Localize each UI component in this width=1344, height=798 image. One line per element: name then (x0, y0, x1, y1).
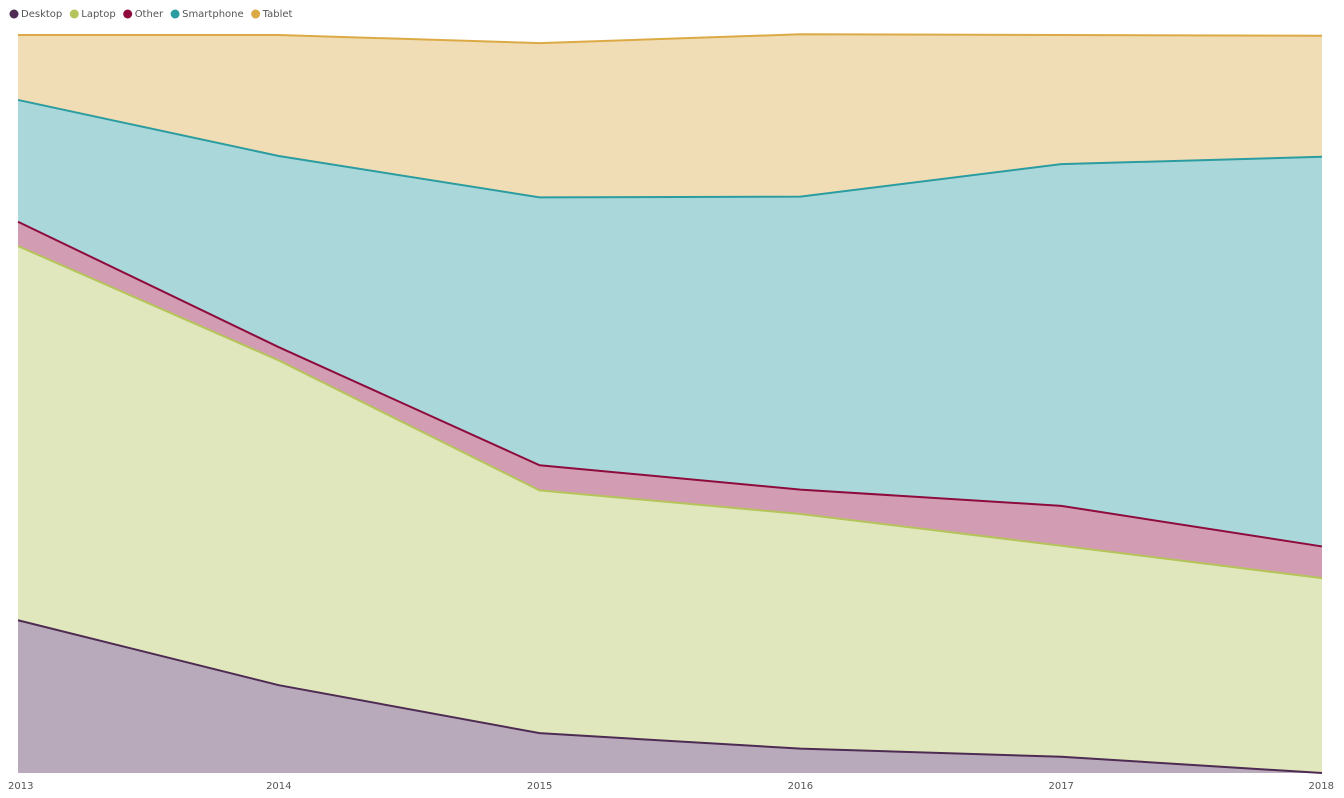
legend-marker (9, 9, 19, 19)
x-tick-label: 2016 (788, 781, 813, 792)
x-tick-label: 2018 (1309, 781, 1334, 792)
legend-marker (251, 9, 261, 19)
area (18, 99, 1322, 547)
x-tick-label: 2013 (8, 781, 33, 792)
area (18, 221, 1322, 579)
legend-label: Other (135, 9, 164, 20)
legend-marker (170, 9, 180, 19)
area-line (17, 619, 1323, 774)
area-line (18, 33, 1323, 45)
area (18, 34, 1322, 198)
area (18, 620, 1322, 773)
x-tick-label: 2017 (1048, 781, 1073, 792)
area-line (17, 98, 1323, 199)
legend-label: Laptop (81, 9, 115, 20)
legend-label: Smartphone (182, 9, 244, 20)
area (18, 246, 1322, 773)
area-line (17, 220, 1323, 548)
legend-label: Desktop (21, 9, 62, 20)
legend-marker (123, 9, 133, 19)
legend-marker (69, 9, 79, 19)
x-tick-label: 2015 (527, 781, 552, 792)
x-tick-label: 2014 (266, 781, 291, 792)
legend-label: Tablet (262, 9, 293, 20)
area-line (17, 245, 1323, 580)
